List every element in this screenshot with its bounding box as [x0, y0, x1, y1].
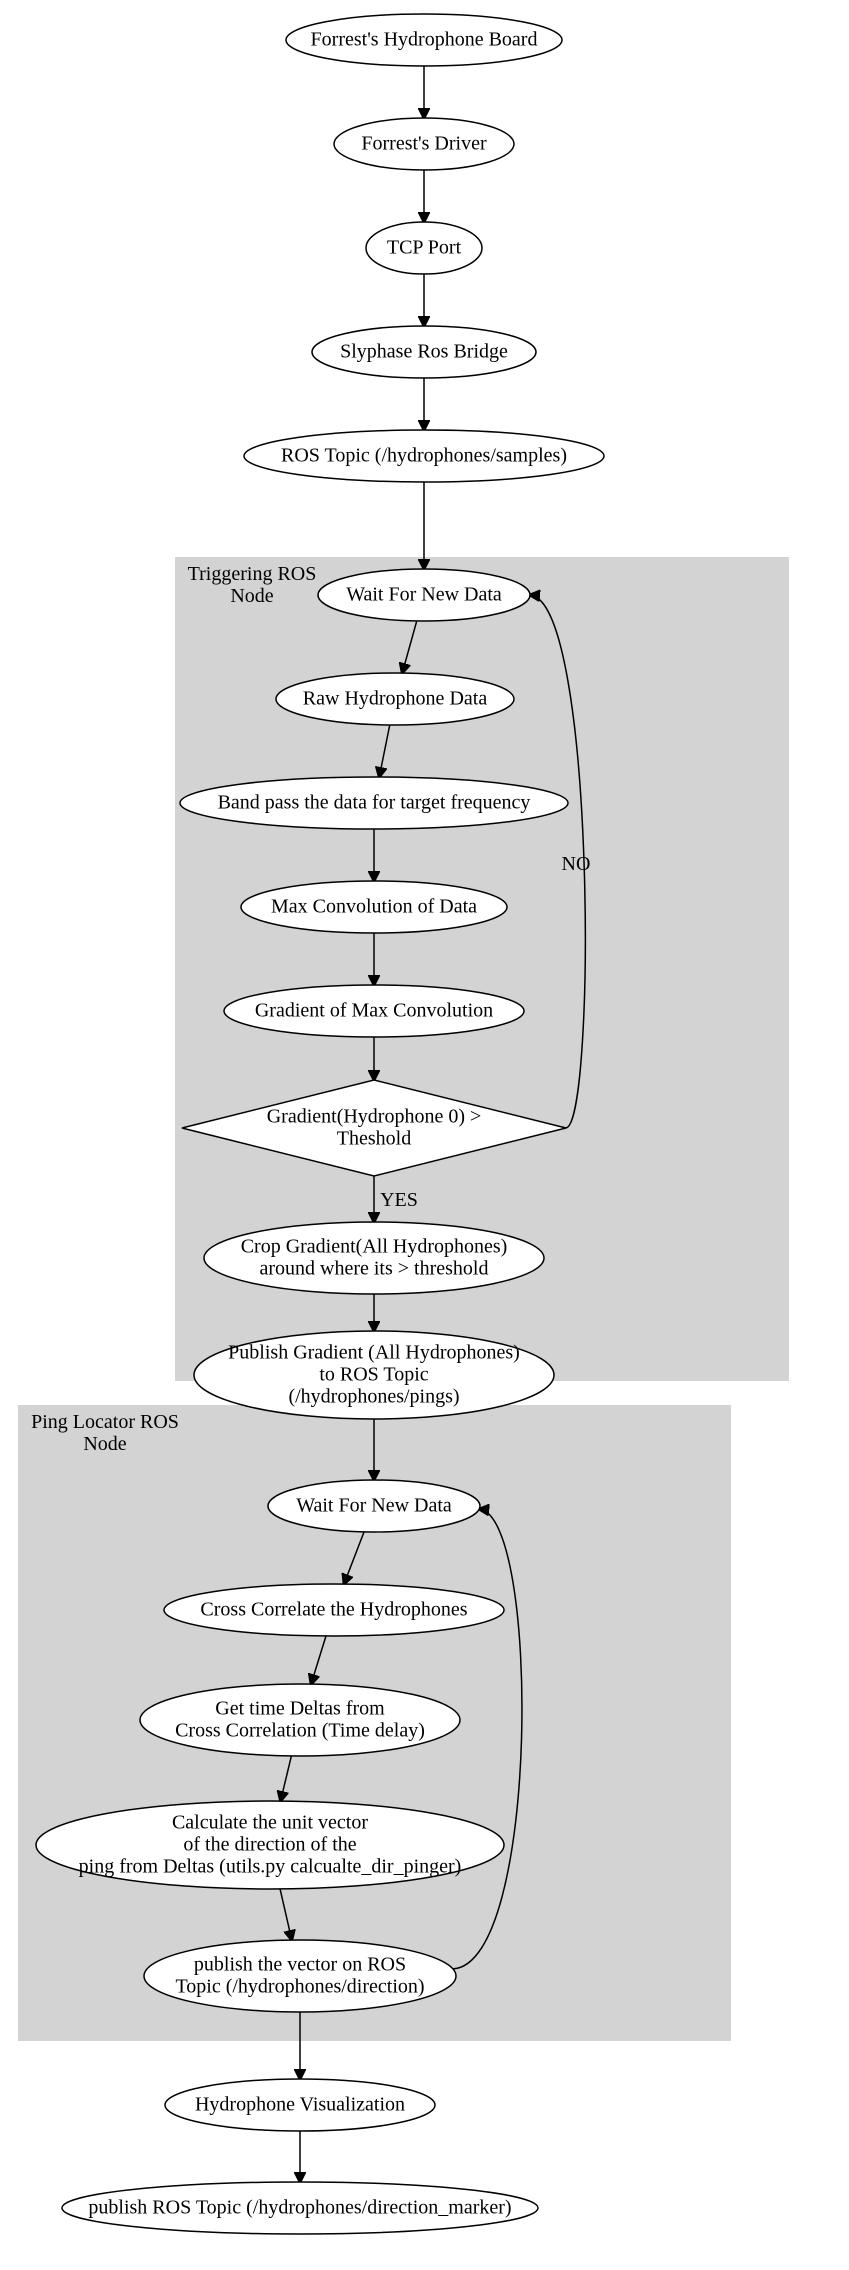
- node-label: of the direction of the: [183, 1834, 356, 1856]
- node-label: publish ROS Topic (/hydrophones/directio…: [88, 2197, 511, 2219]
- cluster-label: Triggering ROS: [188, 563, 317, 585]
- node-label: (/hydrophones/pings): [288, 1386, 459, 1408]
- node-label: Hydrophone Visualization: [195, 2094, 405, 2116]
- node-label: ROS Topic (/hydrophones/samples): [281, 445, 567, 467]
- node-label: Raw Hydrophone Data: [303, 688, 488, 710]
- node-label: Crop Gradient(All Hydrophones): [241, 1236, 508, 1258]
- node-label: Band pass the data for target frequency: [218, 792, 531, 814]
- node-label: Forrest's Driver: [361, 133, 487, 155]
- node-label: TCP Port: [387, 237, 462, 259]
- edge-label: YES: [380, 1189, 418, 1211]
- edge-label-no: NO: [562, 853, 591, 875]
- node-label: Wait For New Data: [346, 584, 502, 606]
- node-label: Wait For New Data: [296, 1495, 452, 1517]
- node-label: Slyphase Ros Bridge: [340, 341, 508, 363]
- node-label: Gradient of Max Convolution: [255, 1000, 493, 1022]
- node-label: Cross Correlation (Time delay): [175, 1720, 425, 1742]
- node-label: Get time Deltas from: [215, 1698, 385, 1720]
- node-label: ping from Deltas (utils.py calcualte_dir…: [79, 1856, 462, 1878]
- node-label: Max Convolution of Data: [271, 896, 477, 918]
- cluster-label: Ping Locator ROS: [31, 1411, 179, 1433]
- node-label: Cross Correlate the Hydrophones: [200, 1599, 467, 1621]
- node-label: to ROS Topic: [319, 1364, 428, 1386]
- cluster-label: Node: [230, 585, 273, 607]
- node-label: Forrest's Hydrophone Board: [311, 29, 538, 51]
- node-label: Topic (/hydrophones/direction): [175, 1976, 424, 1998]
- node-label: publish the vector on ROS: [194, 1954, 406, 1976]
- flowchart-diagram: YES NO Forrest's Hydrophone Board Forrest's…: [0, 0, 849, 2270]
- node-label: Publish Gradient (All Hydrophones): [228, 1342, 520, 1364]
- node-label: Calculate the unit vector: [172, 1812, 368, 1834]
- node-label: around where its > threshold: [259, 1258, 488, 1280]
- node-label: Gradient(Hydrophone 0) >: [267, 1106, 482, 1128]
- node-label: Theshold: [337, 1128, 411, 1150]
- cluster-label: Node: [83, 1433, 126, 1455]
